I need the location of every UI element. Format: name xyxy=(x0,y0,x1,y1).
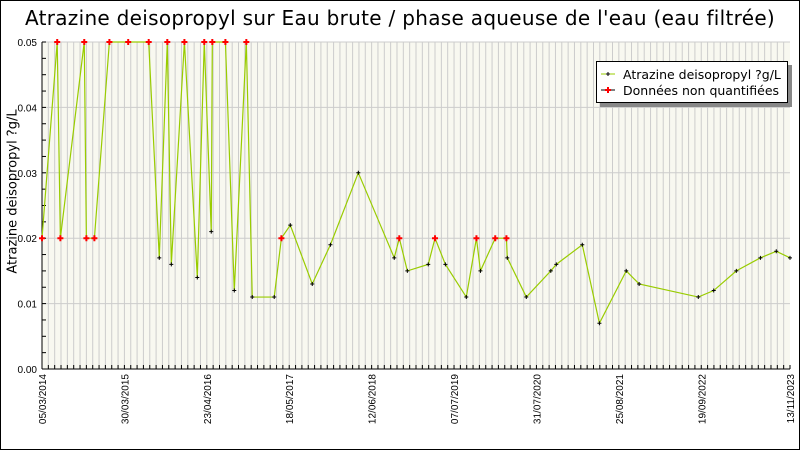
y-tick-label: 0.03 xyxy=(18,169,38,180)
data-point xyxy=(478,268,483,273)
data-point-non-quantified xyxy=(81,39,88,45)
data-point xyxy=(524,295,529,300)
legend: Atrazine deisopropyl ?g/L Données non qu… xyxy=(596,61,788,103)
x-tick-label: 30/03/2015 xyxy=(120,374,131,424)
data-point xyxy=(788,255,792,260)
y-tick-label: 0.05 xyxy=(18,38,38,49)
data-point-non-quantified xyxy=(39,235,45,242)
data-point xyxy=(734,268,739,273)
data-point-non-quantified xyxy=(201,39,208,45)
x-tick-label: 05/03/2014 xyxy=(38,374,49,424)
data-point xyxy=(157,255,162,260)
data-point xyxy=(392,255,397,260)
data-point-non-quantified xyxy=(209,39,216,45)
x-tick-label: 23/04/2016 xyxy=(203,374,214,424)
data-point-non-quantified xyxy=(181,39,188,45)
data-point-non-quantified xyxy=(492,235,499,242)
data-point-non-quantified xyxy=(91,235,98,242)
legend-item-quantified: Atrazine deisopropyl ?g/L xyxy=(601,66,781,82)
legend-item-non-quantified: Données non quantifiées xyxy=(601,82,779,98)
y-tick-label: 0.02 xyxy=(18,234,38,245)
data-point xyxy=(310,281,315,286)
data-point xyxy=(597,321,602,326)
legend-label: Atrazine deisopropyl ?g/L xyxy=(623,66,781,82)
data-point xyxy=(554,262,559,267)
data-point-non-quantified xyxy=(503,235,510,242)
x-tick-label: 07/07/2019 xyxy=(450,374,461,424)
data-point xyxy=(711,288,716,293)
data-point-non-quantified xyxy=(278,235,285,242)
data-point xyxy=(774,249,779,254)
data-point xyxy=(696,295,701,300)
data-point xyxy=(272,295,277,300)
legend-line-marker-icon xyxy=(601,72,615,76)
data-point xyxy=(195,275,200,280)
x-tick-label: 18/05/2017 xyxy=(285,374,296,424)
legend-red-marker-icon xyxy=(601,87,615,93)
data-point-non-quantified xyxy=(396,235,403,242)
data-point xyxy=(288,223,293,228)
data-point-non-quantified xyxy=(432,235,439,242)
data-point xyxy=(758,255,763,260)
y-tick-label: 0.00 xyxy=(18,365,38,376)
legend-label: Données non quantifiées xyxy=(623,82,780,98)
data-point-non-quantified xyxy=(57,235,64,242)
data-point-non-quantified xyxy=(125,39,132,45)
x-tick-label: 13/11/2023 xyxy=(786,374,797,424)
data-point-non-quantified xyxy=(145,39,152,45)
data-point xyxy=(232,288,237,293)
x-tick-label: 25/08/2021 xyxy=(615,374,626,424)
data-point xyxy=(637,281,642,286)
data-point xyxy=(169,262,174,267)
y-axis-label: Atrazine deisopropyl ?g/L xyxy=(5,109,21,274)
series-line xyxy=(41,41,791,325)
data-point-non-quantified xyxy=(54,39,61,45)
data-point-non-quantified xyxy=(164,39,171,45)
data-point xyxy=(209,229,214,234)
data-point-non-quantified xyxy=(83,235,90,242)
data-point-non-quantified xyxy=(222,39,229,45)
data-point-non-quantified xyxy=(473,235,480,242)
data-point xyxy=(250,295,255,300)
data-point xyxy=(580,242,585,247)
x-tick-label: 31/07/2020 xyxy=(532,374,543,424)
data-point xyxy=(405,268,410,273)
y-tick-label: 0.01 xyxy=(18,300,38,311)
chart-title: Atrazine deisopropyl sur Eau brute / pha… xyxy=(24,6,776,30)
x-tick-label: 12/06/2018 xyxy=(368,374,379,424)
data-point xyxy=(548,268,553,273)
data-point xyxy=(505,255,510,260)
data-point xyxy=(356,170,361,175)
data-point xyxy=(464,295,469,300)
x-tick-label: 19/09/2022 xyxy=(697,374,708,424)
data-point xyxy=(443,262,448,267)
data-point xyxy=(624,268,629,273)
y-tick-label: 0.04 xyxy=(18,103,38,114)
data-point xyxy=(328,242,333,247)
data-point xyxy=(426,262,431,267)
data-point-non-quantified xyxy=(243,39,250,45)
data-point-non-quantified xyxy=(106,39,113,45)
